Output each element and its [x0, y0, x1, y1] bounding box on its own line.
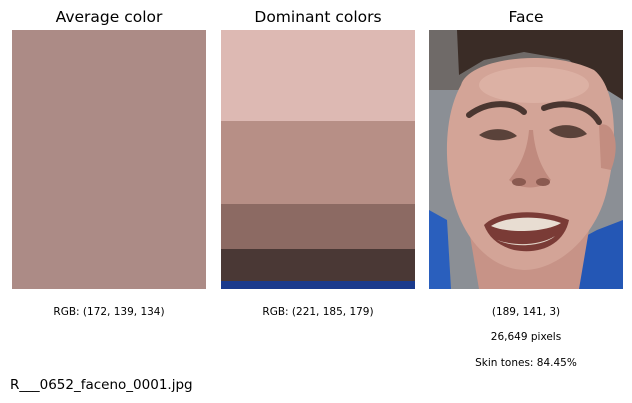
average-color-caption: RGB: (172, 139, 134): [53, 306, 165, 318]
face-title: Face: [508, 8, 544, 26]
face-image: [429, 30, 623, 289]
image-filename: R___0652_faceno_0001.jpg: [10, 377, 193, 393]
average-color-title: Average color: [55, 8, 163, 26]
dominant-color-band-4: [221, 249, 415, 281]
dominant-colors-title: Dominant colors: [254, 8, 382, 26]
face-caption-skin-tones: Skin tones: 84.45%: [475, 357, 577, 369]
dominant-color-band-3: [221, 204, 415, 249]
average-color-swatch: [12, 30, 206, 289]
face-caption-rgb: (189, 141, 3): [491, 306, 561, 318]
dominant-color-band-5: [221, 281, 415, 289]
dominant-colors-caption: RGB: (221, 185, 179): [262, 306, 374, 318]
dominant-color-band-1: [221, 30, 415, 121]
dominant-color-band-2: [221, 121, 415, 204]
face-caption-pixels: 26,649 pixels: [490, 331, 562, 343]
dominant-colors-stack: [221, 30, 415, 289]
face-illustration: [429, 30, 623, 289]
